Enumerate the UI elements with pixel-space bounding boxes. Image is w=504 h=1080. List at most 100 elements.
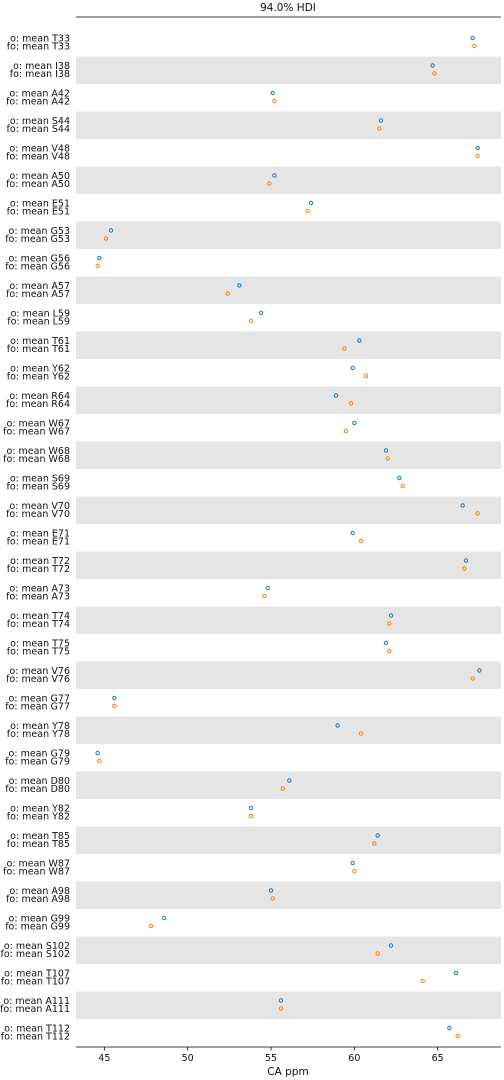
o-mean-point — [112, 695, 117, 701]
y-tick-label: o: mean T112 — [4, 1023, 70, 1034]
y-tick-label: o: mean S102 — [4, 941, 70, 952]
y-tick-label: fo: mean A98 — [6, 894, 70, 905]
y-tick-label: o: mean A111 — [3, 996, 70, 1007]
y-tick-label: fo: mean E71 — [7, 536, 70, 547]
o-mean-point — [350, 365, 355, 371]
y-tick-label: fo: mean W67 — [3, 426, 70, 437]
row-band — [76, 111, 501, 139]
o-mean-point — [268, 888, 274, 893]
y-tick-label: fo: mean A57 — [6, 289, 70, 300]
fo-mean-point — [475, 153, 480, 159]
row-band — [76, 496, 501, 524]
fo-mean-point — [267, 181, 272, 186]
row-band — [76, 991, 501, 1019]
fo-mean-point — [248, 813, 254, 819]
y-tick-label: fo: mean V48 — [6, 151, 70, 162]
y-tick-label: o: mean T72 — [10, 556, 70, 567]
o-mean-point — [397, 475, 402, 481]
y-tick-label: o: mean Y78 — [10, 721, 70, 732]
o-mean-point — [272, 173, 277, 178]
y-tick-label: o: mean S69 — [10, 473, 70, 484]
y-tick-label: fo: mean V76 — [6, 674, 70, 685]
y-tick-label: fo: mean S102 — [0, 949, 70, 960]
y-tick-label: fo: mean T61 — [7, 344, 70, 355]
y-tick-label: fo: mean G77 — [5, 701, 70, 712]
fo-mean-point — [225, 291, 230, 296]
y-tick-label: o: mean R64 — [9, 391, 70, 402]
y-tick-label: fo: mean T75 — [7, 646, 70, 657]
fo-mean-point — [358, 538, 364, 544]
y-tick-label: o: mean E71 — [10, 528, 70, 539]
o-mean-point — [460, 503, 465, 508]
x-tick-label: 45 — [98, 1053, 110, 1064]
x-tick-label: 65 — [432, 1053, 444, 1064]
fo-mean-point — [472, 43, 477, 49]
fo-mean-point — [280, 786, 285, 791]
row-band — [76, 826, 501, 854]
y-tick-label: fo: mean V70 — [6, 509, 70, 520]
y-tick-label: o: mean T85 — [10, 831, 70, 842]
fo-mean-point — [387, 621, 392, 626]
o-mean-point — [333, 393, 339, 398]
y-tick-label: fo: mean Y78 — [7, 729, 70, 740]
fo-mean-point — [305, 208, 310, 214]
x-axis-label: CA ppm — [267, 1066, 308, 1078]
y-tick-label: o: mean L59 — [11, 308, 70, 319]
y-tick-label: o: mean T61 — [10, 336, 70, 347]
x-tick-label: 50 — [182, 1053, 194, 1064]
y-tick-label: o: mean Y62 — [10, 363, 70, 374]
fo-mean-point — [343, 428, 349, 434]
o-mean-point — [388, 943, 394, 948]
fo-mean-point — [348, 401, 354, 406]
o-mean-point — [350, 860, 355, 866]
o-mean-point — [378, 118, 384, 123]
row-band — [76, 386, 501, 414]
o-mean-point — [270, 90, 275, 96]
o-mean-point — [430, 63, 435, 68]
row-band — [76, 936, 501, 964]
y-tick-label: fo: mean T74 — [7, 619, 70, 630]
y-tick-label: fo: mean G79 — [5, 756, 70, 767]
row-band — [76, 276, 501, 304]
y-tick-label: o: mean W68 — [7, 446, 70, 457]
o-mean-point — [237, 283, 242, 288]
y-tick-label: o: mean S44 — [10, 116, 70, 127]
y-tick-label: o: mean G77 — [9, 693, 70, 704]
o-mean-point — [108, 228, 114, 233]
fo-mean-point — [363, 373, 369, 379]
y-tick-label: fo: mean Y62 — [7, 371, 70, 382]
data-points — [95, 35, 482, 1039]
row-band — [76, 771, 501, 799]
o-mean-point — [352, 420, 357, 426]
y-tick-label: fo: mean R64 — [6, 399, 70, 410]
o-mean-point — [388, 613, 394, 618]
y-tick-label: fo: mean T85 — [7, 839, 70, 850]
o-mean-point — [383, 448, 389, 453]
o-mean-point — [463, 558, 469, 563]
fo-mean-point — [248, 318, 254, 324]
y-tick-label: o: mean A50 — [9, 171, 70, 182]
row-band — [76, 661, 501, 689]
y-tick-label: o: mean Y82 — [10, 803, 70, 814]
o-mean-point — [453, 970, 459, 976]
y-tick-label: fo: mean D80 — [5, 784, 70, 795]
y-tick-label: o: mean V76 — [9, 666, 70, 677]
fo-mean-point — [475, 511, 480, 516]
y-tick-label: fo: mean S69 — [7, 481, 70, 492]
y-tick-label: fo: mean A111 — [0, 1004, 70, 1015]
fo-mean-point — [470, 676, 475, 681]
row-band — [76, 716, 501, 744]
o-mean-point — [278, 998, 284, 1003]
o-mean-point — [475, 145, 480, 151]
y-tick-label: fo: mean A42 — [6, 96, 70, 107]
row-band — [76, 551, 501, 579]
fo-mean-point — [342, 346, 347, 351]
o-mean-point — [470, 35, 475, 41]
fo-mean-point — [97, 758, 102, 764]
y-tick-label: fo: mean A50 — [6, 179, 70, 190]
y-tick-label: fo: mean T33 — [7, 41, 70, 52]
fo-mean-point — [272, 98, 277, 104]
row-band — [76, 221, 501, 249]
fo-mean-point — [278, 1006, 284, 1011]
